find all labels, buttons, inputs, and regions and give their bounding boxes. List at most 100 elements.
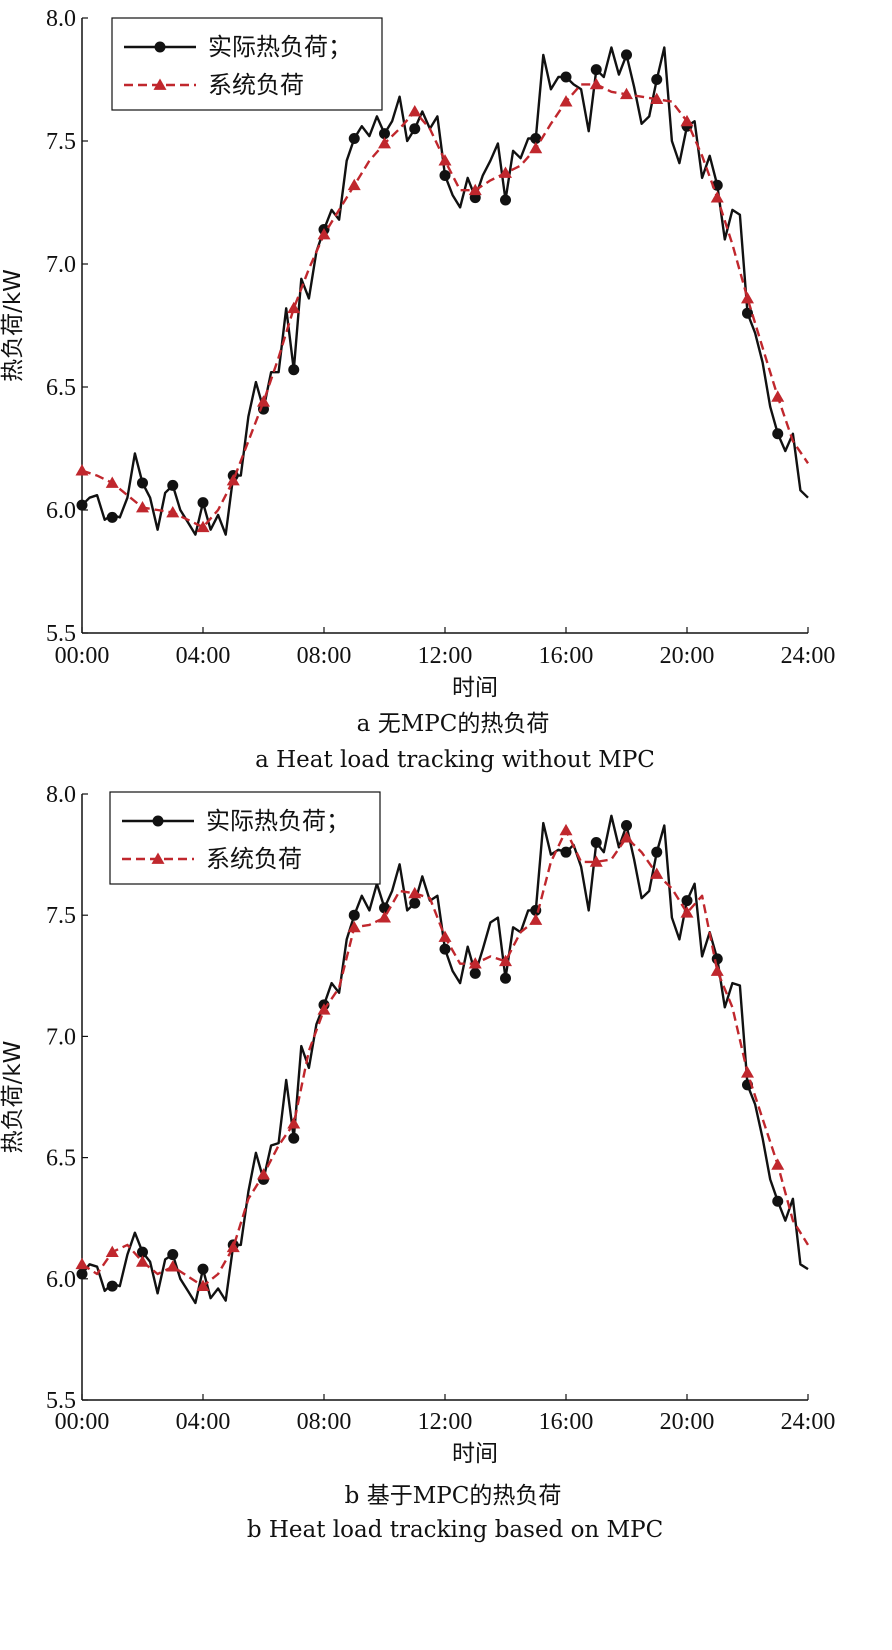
data-point-marker — [651, 74, 663, 85]
data-point-marker — [530, 133, 542, 145]
legend: 实际热负荷； 系统负荷 — [109, 791, 381, 885]
caption-cn: a 无MPC的热负荷 — [357, 711, 550, 737]
data-point-marker — [710, 964, 724, 976]
x-tick-label: 04:00 — [176, 643, 231, 669]
data-point-marker — [650, 92, 664, 105]
y-tick-label: 8.0 — [46, 782, 76, 808]
data-point-marker — [76, 1268, 88, 1280]
x-axis-label: 时间 — [452, 675, 498, 701]
data-point-marker — [348, 133, 360, 145]
data-point-marker — [106, 1280, 118, 1292]
data-point-marker — [681, 895, 693, 907]
legend-box — [111, 17, 383, 111]
data-point-marker — [167, 479, 179, 491]
series-system-load — [75, 823, 810, 1291]
data-point-marker — [197, 1263, 209, 1275]
y-tick-label: 8.0 — [46, 6, 76, 32]
legend-marker — [154, 41, 166, 53]
y-axis-label: 热负荷/kW — [0, 269, 26, 382]
legend-box — [109, 791, 381, 885]
data-point-marker — [771, 1158, 785, 1170]
data-point-marker — [347, 920, 361, 933]
data-point-marker — [317, 227, 331, 240]
data-point-marker — [559, 823, 573, 836]
data-point-marker — [439, 169, 451, 181]
data-point-marker — [590, 64, 602, 76]
data-point-marker — [136, 1255, 149, 1267]
series-line — [81, 829, 810, 1288]
caption-en: a Heat load tracking without MPC — [255, 747, 655, 773]
data-point-marker — [710, 191, 724, 203]
legend-marker — [151, 852, 165, 864]
y-axis-label: 热负荷/kW — [0, 1041, 26, 1154]
data-point-marker — [772, 428, 784, 440]
data-point-marker — [499, 954, 512, 967]
data-point-marker — [257, 395, 270, 407]
caption-en: b Heat load tracking based on MPC — [247, 1517, 663, 1543]
x-tick-label: 24:00 — [781, 1409, 836, 1435]
data-point-marker — [317, 1003, 331, 1015]
legend-marker — [152, 815, 164, 827]
data-point-marker — [772, 1195, 784, 1207]
x-axis-label: 时间 — [452, 1441, 498, 1467]
data-point-marker — [680, 906, 694, 918]
legend: 实际热负荷； 系统负荷 — [111, 17, 383, 111]
data-point-marker — [347, 178, 361, 191]
data-point-marker — [348, 909, 360, 921]
x-tick-label: 08:00 — [297, 643, 352, 669]
x-tick-label: 04:00 — [176, 1409, 231, 1435]
data-point-marker — [621, 49, 632, 61]
data-point-marker — [196, 1279, 210, 1291]
legend-label: 系统负荷 — [208, 71, 304, 99]
data-point-marker — [137, 1246, 148, 1258]
data-point-marker — [257, 1168, 270, 1180]
x-tick-label: 08:00 — [297, 1409, 352, 1435]
data-point-marker — [439, 943, 451, 955]
y-tick-label: 6.5 — [46, 375, 76, 401]
x-tick-label: 24:00 — [781, 643, 836, 669]
data-point-marker — [468, 957, 482, 969]
data-point-marker — [500, 972, 511, 984]
data-point-marker — [469, 967, 481, 979]
data-point-marker — [771, 390, 785, 402]
x-tick-label: 00:00 — [55, 643, 110, 669]
data-point-marker — [741, 1066, 754, 1078]
data-point-marker — [711, 953, 723, 965]
series-actual-heat-load — [76, 814, 809, 1305]
data-point-marker — [742, 307, 753, 319]
x-tick-label: 16:00 — [539, 1409, 594, 1435]
data-point-marker — [226, 1240, 240, 1253]
data-point-marker — [288, 1132, 300, 1144]
data-point-marker — [468, 183, 482, 196]
data-point-marker — [620, 831, 633, 843]
data-point-marker — [438, 930, 452, 942]
data-point-marker — [378, 911, 391, 923]
x-tick-label: 20:00 — [660, 643, 715, 669]
x-tick-label: 00:00 — [55, 1409, 110, 1435]
data-point-marker — [409, 123, 421, 135]
series-line — [81, 814, 809, 1305]
data-point-marker — [560, 71, 572, 83]
data-point-marker — [620, 87, 633, 100]
y-tick-label: 6.5 — [46, 1146, 76, 1172]
legend-label: 实际热负荷； — [206, 807, 350, 835]
data-point-marker — [680, 114, 694, 127]
data-point-marker — [287, 301, 301, 314]
data-point-marker — [409, 897, 421, 909]
y-tick-label: 7.5 — [46, 903, 76, 929]
x-tick-label: 12:00 — [418, 1409, 473, 1435]
data-point-marker — [137, 477, 148, 489]
data-point-marker — [75, 464, 89, 476]
data-point-marker — [560, 846, 572, 858]
data-point-marker — [378, 136, 391, 149]
series-actual-heat-load — [76, 46, 809, 536]
data-point-marker — [196, 520, 210, 533]
x-tick-label: 20:00 — [660, 1409, 715, 1435]
data-point-marker — [288, 364, 300, 376]
data-point-marker — [499, 166, 512, 178]
series-line — [81, 46, 809, 536]
data-point-marker — [105, 476, 119, 488]
x-tick-label: 16:00 — [539, 643, 594, 669]
data-point-marker — [408, 104, 422, 117]
